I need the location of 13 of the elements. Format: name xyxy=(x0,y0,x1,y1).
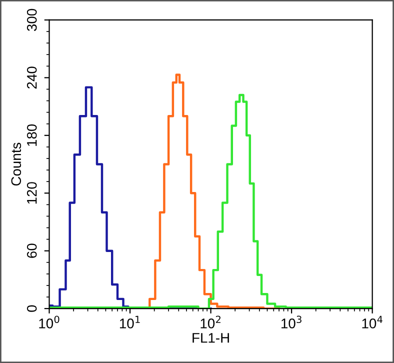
y-axis-title: Counts xyxy=(11,142,22,186)
x-tick-label: 10$^{1}$ xyxy=(120,316,140,328)
x-tick-label: 10$^{4}$ xyxy=(362,316,382,328)
y-tick-label: 240 xyxy=(26,66,37,89)
y-tick-label: 60 xyxy=(26,244,37,258)
y-tick-label: 180 xyxy=(26,124,37,146)
x-tick-label: 10$^{2}$ xyxy=(200,316,220,328)
y-tick-label: 300 xyxy=(26,8,37,32)
x-axis-title: FL1-H xyxy=(192,333,229,343)
x-tick-label: 10$^{0}$ xyxy=(39,316,60,328)
y-tick-label: 120 xyxy=(26,182,37,204)
y-tick-label: 0 xyxy=(26,305,37,312)
x-tick-label: 10$^{3}$ xyxy=(282,316,302,328)
